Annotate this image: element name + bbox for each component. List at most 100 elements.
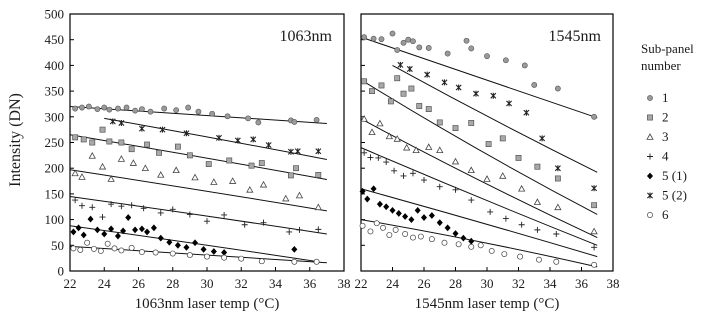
data-point-2 bbox=[388, 98, 394, 105]
data-point-4-shape bbox=[241, 221, 248, 228]
data-point-2 bbox=[258, 160, 265, 166]
data-point-5-2-shape bbox=[424, 71, 431, 78]
data-point-4 bbox=[99, 214, 106, 221]
data-point-4 bbox=[140, 205, 147, 212]
data-point-6-shape bbox=[291, 258, 298, 265]
data-point-1-shape bbox=[291, 119, 298, 125]
data-point-6 bbox=[591, 261, 598, 268]
data-point-4 bbox=[315, 226, 322, 233]
series-4 bbox=[360, 147, 598, 251]
data-point-2 bbox=[394, 75, 401, 82]
data-point-4-shape bbox=[108, 201, 115, 208]
x-tick-label: 30 bbox=[201, 276, 214, 291]
y-tick-label: 200 bbox=[45, 161, 65, 176]
data-point-1 bbox=[378, 36, 385, 43]
data-point-3 bbox=[229, 177, 237, 184]
fit-line-3 bbox=[69, 169, 327, 212]
data-point-3-shape bbox=[141, 164, 150, 171]
data-point-4 bbox=[534, 226, 541, 233]
data-point-5-1-shape bbox=[70, 228, 77, 236]
data-point-2 bbox=[72, 134, 79, 141]
x-axis-label: 1545nm laser temp (°C) bbox=[415, 296, 560, 312]
data-point-5-2-shape bbox=[490, 92, 497, 99]
data-point-2 bbox=[515, 155, 522, 161]
data-point-4-shape bbox=[367, 154, 374, 161]
data-point-3 bbox=[78, 173, 86, 180]
x-tick-label: 24 bbox=[98, 276, 112, 291]
data-point-5-1-shape bbox=[414, 206, 421, 214]
data-point-3 bbox=[499, 172, 507, 179]
data-point-6-shape bbox=[111, 245, 118, 252]
data-point-5-2-shape bbox=[118, 119, 125, 126]
data-point-2 bbox=[534, 163, 541, 170]
data-point-3-shape bbox=[554, 203, 562, 211]
data-point-2 bbox=[99, 126, 106, 133]
data-point-6-shape bbox=[84, 239, 91, 246]
legend-title-line: Sub-panel bbox=[641, 41, 694, 56]
data-point-1-shape bbox=[502, 57, 509, 64]
data-point-1 bbox=[195, 108, 202, 115]
data-point-3 bbox=[71, 169, 79, 177]
data-point-6 bbox=[169, 250, 176, 257]
data-point-3 bbox=[191, 173, 199, 181]
data-point-3-shape bbox=[191, 173, 199, 181]
data-point-1-shape bbox=[115, 105, 121, 112]
data-point-1 bbox=[72, 105, 79, 112]
data-point-6-shape bbox=[367, 228, 374, 235]
data-point-5-1-shape bbox=[359, 187, 366, 195]
data-point-5-1-shape bbox=[157, 234, 164, 242]
data-point-2 bbox=[315, 171, 322, 178]
data-point-2-shape bbox=[388, 98, 394, 105]
data-point-5-1-shape bbox=[80, 231, 87, 239]
data-point-6 bbox=[221, 254, 228, 261]
data-point-2-shape bbox=[106, 138, 113, 145]
data-point-3-shape bbox=[229, 177, 237, 184]
y-tick-label: 450 bbox=[45, 32, 65, 47]
data-point-2 bbox=[174, 143, 181, 150]
data-point-5-2 bbox=[183, 130, 190, 137]
data-point-2 bbox=[436, 119, 443, 126]
data-point-1-shape bbox=[173, 107, 180, 114]
data-point-2 bbox=[144, 141, 150, 148]
data-point-4-shape bbox=[591, 244, 598, 251]
data-point-6-shape bbox=[221, 254, 228, 261]
data-point-4 bbox=[421, 177, 427, 184]
data-point-3 bbox=[467, 166, 475, 174]
data-point-4 bbox=[118, 203, 125, 210]
data-point-5-1 bbox=[108, 225, 115, 233]
data-point-4-shape bbox=[169, 206, 176, 213]
data-point-5-1 bbox=[389, 206, 396, 214]
data-point-4 bbox=[391, 167, 398, 174]
x-tick-label: 22 bbox=[64, 276, 77, 291]
series-4 bbox=[69, 195, 327, 235]
data-point-1-shape bbox=[79, 104, 85, 111]
data-point-2-shape bbox=[361, 78, 368, 85]
data-point-5-2-shape bbox=[523, 109, 530, 116]
panel-1545nm: 22 24 26 28 30 32 34 36 38 1545nm laser temp (°C)… bbox=[355, 13, 620, 312]
data-point-6 bbox=[477, 242, 484, 249]
data-point-6 bbox=[111, 245, 118, 252]
data-point-3-shape bbox=[71, 169, 79, 177]
data-point-5-1 bbox=[132, 226, 139, 234]
data-point-1-shape bbox=[195, 108, 202, 115]
data-point-2-shape bbox=[515, 155, 522, 161]
data-point-2 bbox=[416, 103, 423, 109]
data-point-6 bbox=[441, 239, 448, 246]
data-point-3 bbox=[517, 184, 526, 192]
data-point-5-1 bbox=[166, 238, 173, 246]
data-point-2 bbox=[554, 175, 561, 182]
data-point-6-shape bbox=[373, 220, 380, 227]
data-point-4 bbox=[186, 211, 193, 218]
data-point-2 bbox=[186, 152, 193, 159]
data-point-4-shape bbox=[436, 183, 443, 190]
data-point-5-2-shape bbox=[441, 79, 448, 86]
data-point-6-shape bbox=[392, 226, 399, 233]
legend: Sub-panel number 1 2 3 4 5 (1) 5 (2) 6 bbox=[641, 41, 694, 222]
data-point-4-shape bbox=[128, 202, 135, 209]
data-point-6 bbox=[536, 256, 542, 263]
data-point-2-shape bbox=[400, 90, 407, 97]
data-point-5-1 bbox=[291, 246, 298, 253]
data-point-6 bbox=[70, 245, 77, 252]
legend-marker-1-shape bbox=[647, 95, 653, 101]
data-point-6 bbox=[553, 258, 560, 265]
